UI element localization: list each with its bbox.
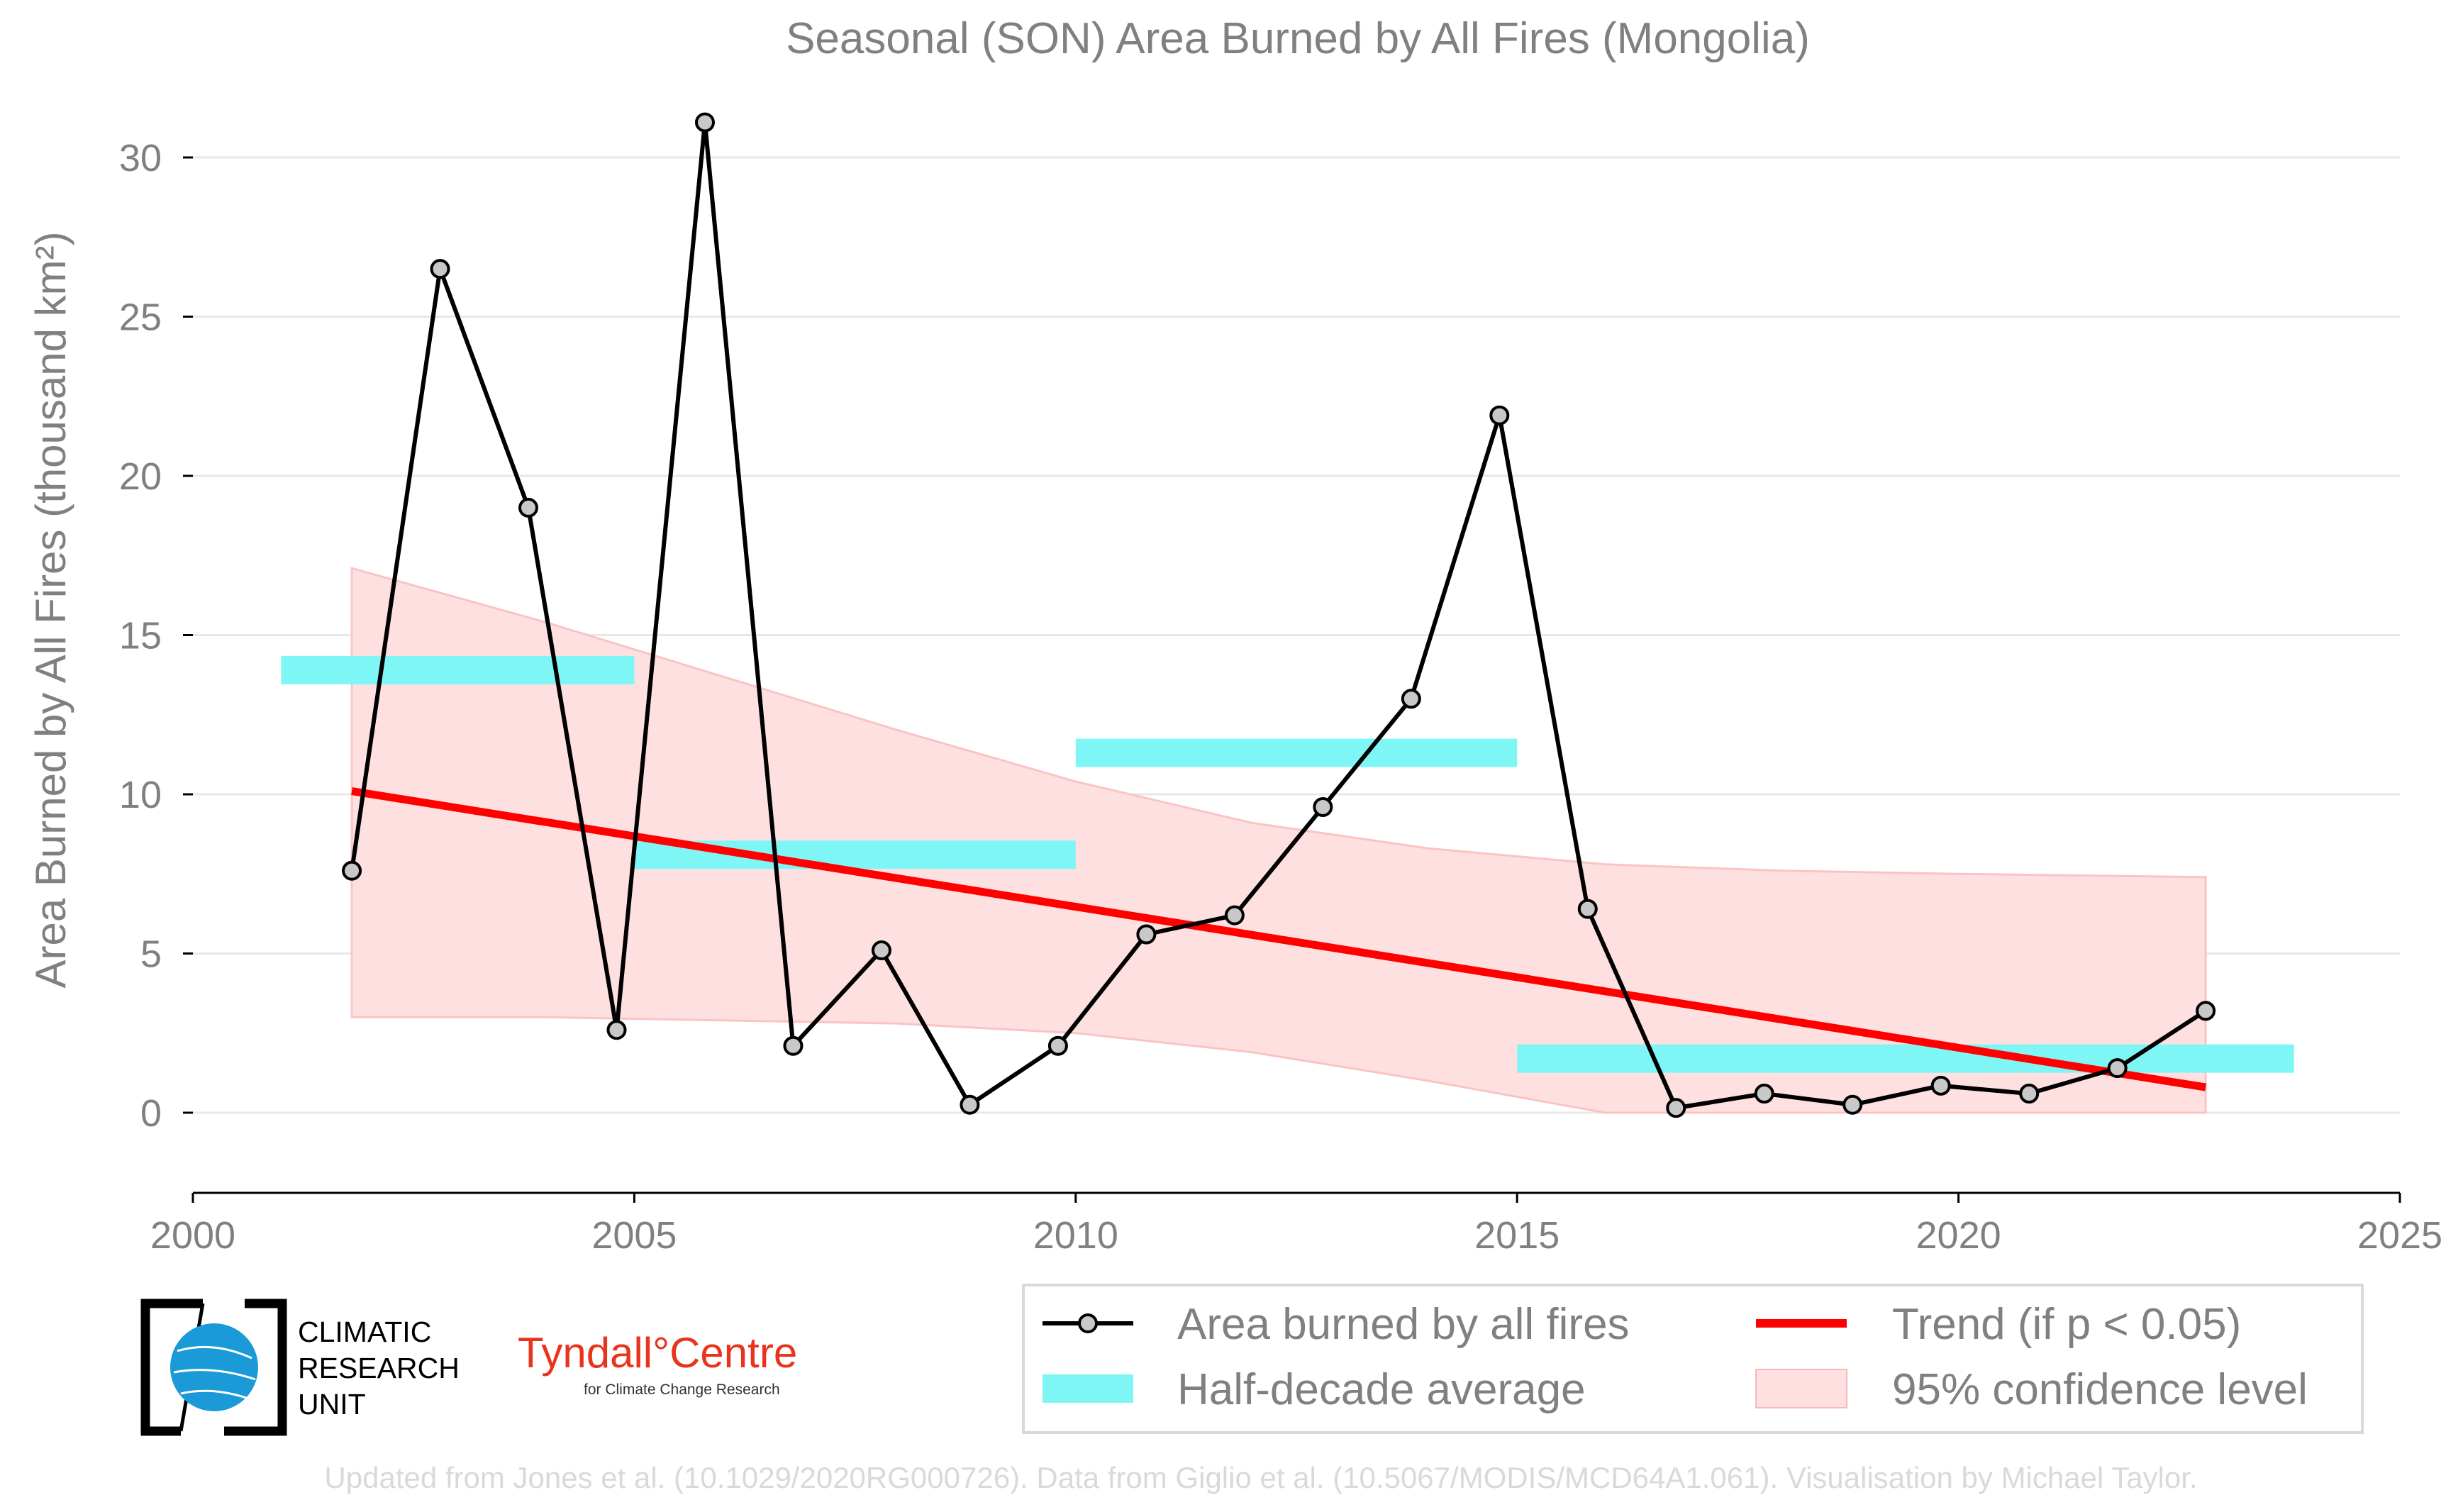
legend-label-confidence: 95% confidence level [1892, 1365, 2308, 1414]
data-point-10 [1136, 924, 1157, 945]
x-tick-label-2015: 2015 [1474, 1214, 1559, 1257]
cru-logo-bracket-right [224, 1299, 287, 1436]
cru-logo-text-3: UNIT [298, 1388, 366, 1421]
cru-logo-bracket [140, 1299, 203, 1436]
y-axis-label: Area Burned by All Fires (thousand km²) [27, 231, 74, 988]
data-point-20 [2019, 1084, 2040, 1104]
data-point-21 [2107, 1058, 2128, 1079]
data-point-7 [871, 940, 891, 961]
cru-logo-text-2: RESEARCH [298, 1352, 460, 1384]
data-point-2 [430, 259, 450, 279]
legend-swatch-confidence [1755, 1369, 1847, 1408]
data-point-3 [518, 497, 539, 518]
data-point-1 [342, 860, 362, 881]
data-point-22 [2196, 1001, 2216, 1021]
tyndall-logo: Tyndall°Centre for Climate Change Resear… [518, 1329, 797, 1398]
data-point-19 [1930, 1075, 1951, 1096]
x-tick-label-2025: 2025 [2357, 1214, 2442, 1257]
half-decade-bar-1 [281, 655, 635, 684]
legend-label-half-decade: Half-decade average [1177, 1365, 1586, 1414]
x-tick-label-2000: 2000 [150, 1214, 235, 1257]
data-point-18 [1842, 1094, 1863, 1115]
y-tick-label-0: 0 [140, 1092, 162, 1135]
chart-title: Seasonal (SON) Area Burned by All Fires … [786, 14, 1810, 63]
globe-icon [170, 1323, 258, 1411]
credit-text: Updated from Jones et al. (10.1029/2020R… [324, 1461, 2197, 1494]
series-line [350, 122, 2207, 1111]
cru-logo: CLIMATIC RESEARCH UNIT [140, 1299, 460, 1436]
data-point-13 [1401, 689, 1421, 709]
x-tick-label-2005: 2005 [591, 1214, 677, 1257]
half-decade-bar-4 [1517, 1044, 2294, 1073]
confidence-band-layer [350, 567, 2207, 1114]
legend-marker-area-burned [1078, 1313, 1098, 1333]
confidence-band [350, 567, 2207, 1114]
legend-swatch-half-decade [1043, 1374, 1133, 1403]
data-point-14 [1489, 405, 1510, 426]
legend-label-area-burned: Area burned by all fires [1177, 1300, 1630, 1349]
y-tick-label-20: 20 [119, 455, 162, 498]
cru-logo-text-1: CLIMATIC [298, 1316, 431, 1348]
data-point-11 [1224, 905, 1245, 925]
y-tick-label-25: 25 [119, 296, 162, 339]
data-point-16 [1666, 1098, 1686, 1118]
trend-line-layer [351, 787, 2207, 1091]
legend-box [1022, 1284, 2364, 1434]
data-point-15 [1577, 899, 1598, 919]
legend: Area burned by all fires Trend (if p < 0… [1022, 1284, 2364, 1434]
half-decade-bar-3 [1075, 738, 1518, 767]
y-tick-label-5: 5 [140, 933, 162, 976]
y-tick-label-10: 10 [119, 774, 162, 816]
legend-label-trend: Trend (if p < 0.05) [1892, 1300, 2241, 1349]
tyndall-logo-subtext: for Climate Change Research [584, 1382, 780, 1398]
data-point-4 [606, 1020, 627, 1040]
data-point-6 [783, 1035, 804, 1056]
x-tick-label-2010: 2010 [1033, 1214, 1118, 1257]
data-point-5 [694, 112, 715, 133]
series-layer [342, 112, 2216, 1118]
y-tick-label-15: 15 [119, 615, 162, 657]
data-point-9 [1047, 1035, 1068, 1056]
globe-icon-lines [173, 1345, 256, 1400]
y-tick-label-30: 30 [119, 137, 162, 179]
data-point-17 [1754, 1084, 1774, 1104]
data-point-8 [960, 1094, 980, 1115]
tyndall-logo-text: Tyndall°Centre [518, 1329, 797, 1377]
x-tick-label-2020: 2020 [1916, 1214, 2001, 1257]
data-point-12 [1313, 796, 1333, 817]
trend-line [351, 787, 2207, 1091]
